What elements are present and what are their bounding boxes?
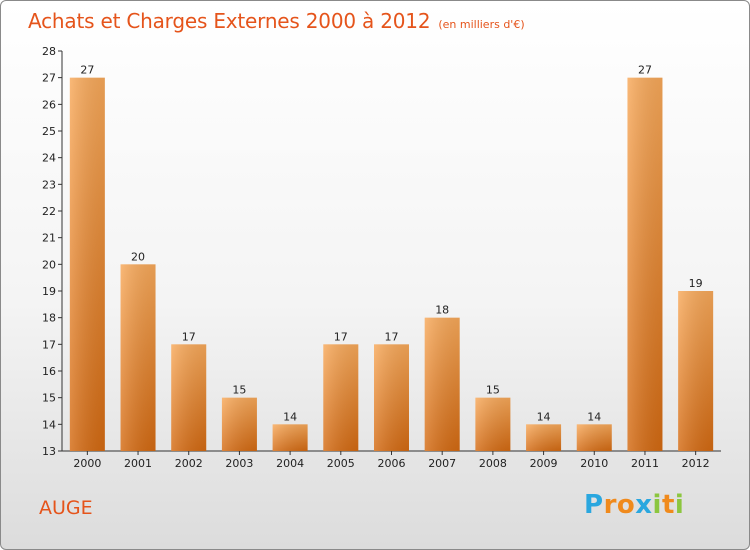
x-tick-label: 2009: [530, 457, 558, 470]
y-tick-label: 17: [42, 338, 56, 351]
y-tick-label: 24: [42, 152, 56, 165]
bar-sheen: [374, 344, 409, 451]
logo-letter: t: [661, 490, 675, 520]
proxiti-logo: Proxiti: [584, 490, 684, 520]
logo-letter: r: [603, 490, 617, 520]
logo-letter: o: [616, 490, 636, 520]
y-tick-label: 20: [42, 258, 56, 271]
y-tick-label: 28: [42, 45, 56, 58]
bar-value-label: 19: [689, 277, 703, 290]
bar-value-label: 15: [232, 384, 246, 397]
x-tick-label: 2010: [580, 457, 608, 470]
bar-value-label: 27: [638, 64, 652, 77]
chart-title-unit: (en milliers d'€): [438, 18, 525, 31]
bar-sheen: [526, 424, 562, 451]
bar-value-label: 17: [182, 330, 196, 343]
y-tick-label: 27: [42, 72, 56, 85]
y-tick-label: 19: [42, 285, 56, 298]
y-tick-label: 22: [42, 205, 56, 218]
bar-sheen: [323, 344, 359, 451]
bar-sheen: [272, 424, 308, 451]
bar-sheen: [424, 317, 460, 451]
bar-sheen: [627, 77, 663, 452]
bar-value-label: 14: [537, 410, 551, 423]
y-tick-label: 14: [42, 418, 56, 431]
bar-value-label: 14: [283, 410, 297, 423]
logo-letter: P: [584, 490, 604, 520]
x-axis: 2000 2001 2002 2003 2004 2005 2006 2007 2008 2009…: [73, 451, 710, 470]
y-tick-label: 21: [42, 232, 56, 245]
logo-letter: i: [652, 490, 662, 520]
bar-sheen: [678, 291, 714, 451]
bar-value-label: 17: [334, 330, 348, 343]
y-tick-label: 16: [42, 365, 56, 378]
logo-letter: i: [674, 490, 685, 520]
x-tick-label: 2005: [327, 457, 355, 470]
x-tick-label: 2012: [682, 457, 710, 470]
bar-value-label: 20: [131, 250, 145, 263]
bars: 27 20 17 15 14 17 17 18 15 14 14 27 19: [69, 64, 714, 452]
x-tick-label: 2006: [378, 457, 406, 470]
chart-title-main: Achats et Charges Externes 2000 à 2012: [28, 9, 431, 33]
bar-sheen: [221, 397, 257, 451]
y-tick-label: 13: [42, 445, 56, 458]
y-tick-label: 18: [42, 312, 56, 325]
bar-sheen: [120, 264, 156, 451]
x-tick-label: 2001: [124, 457, 152, 470]
x-tick-label: 2004: [276, 457, 304, 470]
y-tick-label: 26: [42, 98, 56, 111]
bar-value-label: 27: [80, 64, 94, 77]
x-tick-label: 2002: [175, 457, 203, 470]
bar-value-label: 18: [435, 304, 449, 317]
bar-value-label: 14: [587, 410, 601, 423]
bar-sheen: [171, 344, 207, 451]
logo-letter: x: [635, 490, 653, 520]
commune-name: AUGE: [39, 497, 93, 519]
bar-value-label: 17: [385, 330, 399, 343]
chart-title: Achats et Charges Externes 2000 à 2012 (e…: [28, 9, 525, 33]
x-tick-label: 2003: [225, 457, 253, 470]
x-tick-label: 2011: [631, 457, 659, 470]
bar-value-label: 15: [486, 384, 500, 397]
y-tick-label: 23: [42, 178, 56, 191]
y-tick-label: 25: [42, 125, 56, 138]
bar-sheen: [475, 397, 511, 451]
y-axis: 13 14 15 16 17 18 19 20 21 22 23 24 25 26 27 28: [42, 45, 721, 458]
y-tick-label: 15: [42, 392, 56, 405]
x-tick-label: 2008: [479, 457, 507, 470]
x-tick-label: 2007: [428, 457, 456, 470]
bar-sheen: [69, 77, 105, 452]
x-tick-label: 2000: [73, 457, 101, 470]
bar-sheen: [576, 424, 612, 451]
